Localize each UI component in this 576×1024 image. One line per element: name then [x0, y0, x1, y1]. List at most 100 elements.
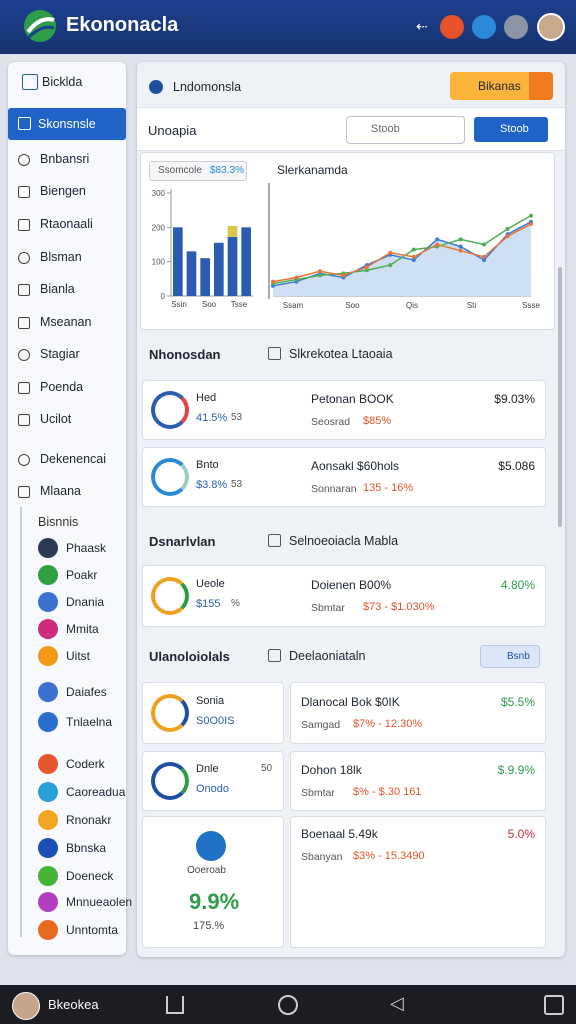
sub-item[interactable]: Daiafes: [38, 682, 126, 702]
sub-item-icon: [38, 619, 58, 639]
y-tick-label: 0: [161, 292, 166, 301]
point: [435, 242, 440, 247]
share-icon[interactable]: ⇠: [416, 18, 428, 34]
sidebar-item-text: Mseanan: [40, 315, 92, 329]
sub-item[interactable]: Rnonakr: [38, 810, 126, 830]
sub-item[interactable]: Uitst: [38, 646, 126, 666]
x-tick-label: Sti: [467, 301, 477, 310]
card-right-value: $3% - 15.3490: [353, 850, 425, 862]
card-value: $155: [196, 598, 221, 610]
user-avatar[interactable]: [12, 992, 40, 1020]
search-row: Unoapia Stoob Stoob: [137, 107, 565, 151]
section-title: Dsnarlvlan: [149, 534, 216, 549]
x-tick-label: Tsse: [231, 300, 248, 309]
sidebar-item-icon: [18, 486, 30, 498]
search-label: Unoapia: [148, 123, 197, 138]
notify-icon[interactable]: [440, 15, 464, 39]
sidebar-item-icon: [18, 454, 30, 466]
sub-item[interactable]: Caoreadua: [38, 782, 126, 802]
card: Hed 41.5% 53 Petonan BOOK Seosrad $85% $9.03%: [142, 380, 546, 440]
point: [482, 254, 487, 259]
sub-item[interactable]: Bbnska: [38, 838, 126, 858]
sidebar-item[interactable]: Rtaonaali: [16, 217, 116, 235]
y-tick-label: 100: [152, 258, 166, 267]
card-right-title: Aonsakl $60hols: [311, 459, 400, 473]
nav-back[interactable]: ◁: [390, 993, 404, 1013]
chart-svg: 0 100 200 300 Ssin Soo Tsse Ssam Soo Qis Sti Ssse: [152, 183, 540, 310]
sub-item-icon: [38, 754, 58, 774]
sidebar-item[interactable]: Mseanan: [16, 315, 116, 333]
nav-menu[interactable]: [166, 996, 184, 1014]
sub-item[interactable]: Coderk: [38, 754, 126, 774]
sidebar-item[interactable]: Poenda: [16, 380, 116, 398]
sidebar-item-icon: [18, 382, 30, 394]
sidebar-item[interactable]: Biengen: [16, 184, 116, 202]
x-tick-label: Soo: [345, 301, 360, 310]
sidebar-item[interactable]: Bianla: [16, 282, 116, 300]
card-right-title: Doienen B00%: [311, 578, 392, 592]
sub-item[interactable]: Tnlaelna: [38, 712, 126, 732]
sub-item[interactable]: Poakr: [38, 565, 126, 585]
sidebar-header: [22, 74, 38, 90]
card-title: Ueole: [196, 578, 225, 590]
nav-home[interactable]: [278, 995, 298, 1015]
card-right-title: Dlanocal Bok $0IK: [301, 695, 400, 709]
sidebar-item-icon: [18, 186, 30, 198]
card-note: 53: [231, 412, 243, 423]
sidebar-item[interactable]: Blsman: [16, 250, 116, 268]
card-left: Dnle Onodo 50: [142, 751, 284, 811]
card-value: S0O0IS: [196, 715, 235, 727]
bar: [173, 227, 183, 296]
primary-button[interactable]: Bikanas: [450, 72, 553, 100]
nav-apps[interactable]: [544, 995, 564, 1015]
sub-item[interactable]: Phaask: [38, 538, 126, 558]
card-right-label: Sbanyan: [301, 851, 343, 863]
help-icon[interactable]: [504, 15, 528, 39]
sidebar-item[interactable]: Ucilot: [16, 412, 116, 430]
card-right-label: Samgad: [301, 719, 341, 731]
x-tick-label: Ssin: [171, 300, 187, 309]
sub-item-icon: [38, 565, 58, 585]
section-button[interactable]: Bsnb: [480, 645, 540, 668]
section-toggle[interactable]: [504, 344, 544, 360]
tab-title[interactable]: Lndomonsla: [173, 80, 242, 94]
sidebar-item-text: Biengen: [40, 184, 86, 198]
bar: [227, 236, 238, 296]
bar: [214, 242, 224, 296]
sub-item-icon: [38, 712, 58, 732]
sub-item[interactable]: Unntomta: [38, 920, 126, 940]
active-item[interactable]: Skonsnsle: [8, 108, 126, 140]
sidebar-item-text: Rtaonaali: [40, 217, 93, 231]
sub-item-icon: [38, 538, 58, 558]
sidebar-item-text: Dekenencai: [40, 452, 107, 466]
sub-item-icon: [38, 682, 58, 702]
app-title: Ekononacla: [66, 14, 179, 36]
bar: [200, 258, 210, 296]
card-right-label: Sbmtar: [301, 787, 335, 799]
card-amount: $.9.9%: [497, 763, 535, 777]
sub-item[interactable]: Doeneck: [38, 866, 126, 886]
search-button[interactable]: Stoob: [474, 117, 548, 142]
settings-icon[interactable]: [472, 15, 496, 39]
sidebar-item[interactable]: Mlaana: [16, 484, 116, 502]
section-toggle[interactable]: [504, 531, 544, 547]
sidebar-item[interactable]: Stagiar: [16, 347, 116, 365]
sub-item-text: Unntomta: [66, 923, 119, 937]
sidebar-item[interactable]: Bnbansri: [16, 152, 116, 170]
y-tick-label: 200: [152, 223, 166, 232]
point: [364, 268, 369, 273]
avatar[interactable]: [537, 13, 565, 41]
legend-label: Ssomcole: [158, 165, 202, 176]
point: [458, 248, 463, 253]
sidebar-item-icon: [18, 252, 30, 264]
sidebar-item[interactable]: Dekenencai: [16, 452, 116, 470]
card-left: Ooeroab 9.9% 175.%: [142, 816, 284, 948]
sub-item[interactable]: Mnnueaolen: [38, 892, 132, 912]
sub-item[interactable]: Mmita: [38, 619, 126, 639]
card-note: 50: [261, 763, 273, 774]
search-input[interactable]: Stoob: [346, 116, 465, 144]
sub-item[interactable]: Dnania: [38, 592, 126, 612]
donut: [151, 694, 189, 732]
sidebar-header-text: Bicklda: [42, 75, 83, 89]
